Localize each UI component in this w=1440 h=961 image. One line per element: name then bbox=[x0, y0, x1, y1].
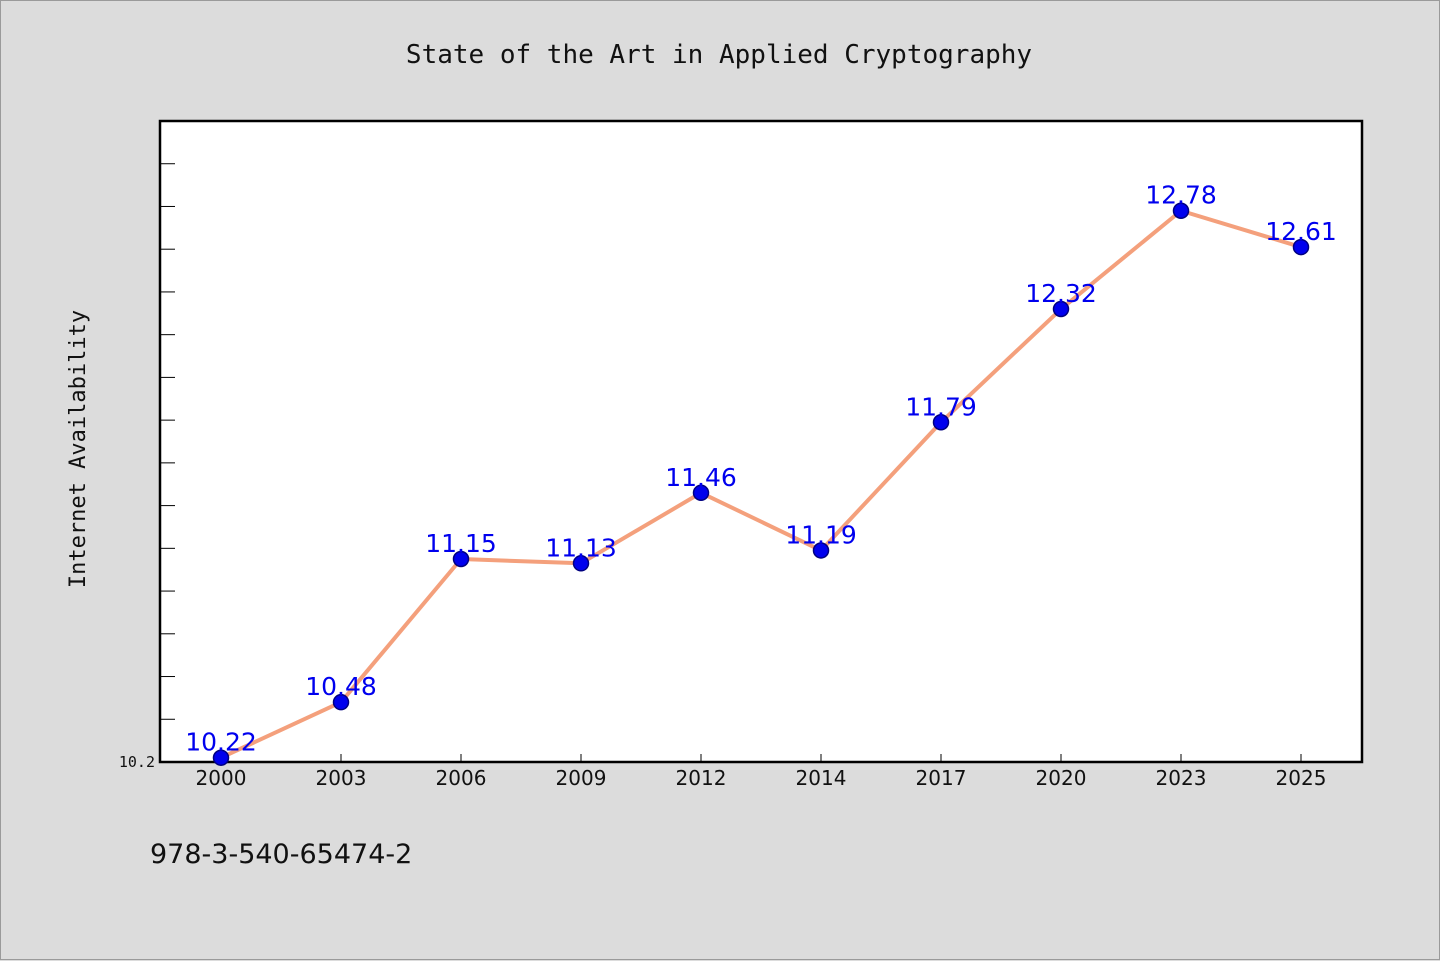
data-point bbox=[1172, 202, 1190, 219]
y-tick-label: 10.2 bbox=[119, 753, 155, 771]
x-tick-label: 2023 bbox=[1156, 766, 1207, 790]
data-label: 12.32 bbox=[1025, 279, 1097, 308]
chart-title: State of the Art in Applied Cryptography bbox=[406, 40, 1032, 70]
x-tick-label: 2017 bbox=[916, 766, 967, 790]
data-point bbox=[812, 542, 830, 559]
x-tick-label: 2006 bbox=[436, 766, 487, 790]
x-tick-label: 2020 bbox=[1036, 766, 1087, 790]
data-label: 12.78 bbox=[1145, 181, 1217, 210]
y-tick-labels: 10.2 bbox=[119, 753, 155, 771]
x-tick-label: 2009 bbox=[556, 766, 607, 790]
x-tick-label: 2003 bbox=[316, 766, 367, 790]
x-tick-label: 2012 bbox=[676, 766, 727, 790]
data-point bbox=[1292, 238, 1310, 256]
y-minor-ticks bbox=[161, 163, 175, 720]
data-point bbox=[212, 749, 230, 766]
data-point bbox=[692, 484, 710, 502]
data-points bbox=[212, 202, 1310, 766]
y-axis-label: Internet Availability bbox=[66, 310, 91, 588]
x-tick-label: 2014 bbox=[796, 766, 847, 790]
series-line bbox=[219, 208, 1303, 760]
data-point bbox=[572, 555, 590, 572]
data-point bbox=[1052, 300, 1070, 318]
data-point bbox=[932, 414, 950, 431]
x-tick-labels: 2000 2003 2006 2009 2012 2014 2017 2020 2023 2025 bbox=[196, 754, 1327, 790]
data-point bbox=[332, 693, 350, 711]
data-labels: 10.22 10.48 11.15 11.13 11.46 11.19 11.79 12.32… bbox=[185, 181, 1337, 757]
data-label: 11.46 bbox=[665, 463, 737, 492]
data-label: 11.19 bbox=[785, 520, 857, 549]
data-label: 11.15 bbox=[425, 529, 497, 558]
data-point bbox=[452, 550, 470, 568]
data-label: 10.48 bbox=[305, 672, 377, 701]
x-tick-label: 2025 bbox=[1276, 766, 1327, 790]
data-label: 11.13 bbox=[545, 533, 617, 562]
data-label: 11.79 bbox=[905, 392, 977, 421]
data-label: 10.22 bbox=[185, 728, 257, 757]
x-tick-label: 2000 bbox=[196, 766, 247, 790]
isbn-text: 978-3-540-65474-2 bbox=[150, 839, 412, 870]
data-label: 12.61 bbox=[1265, 217, 1337, 246]
